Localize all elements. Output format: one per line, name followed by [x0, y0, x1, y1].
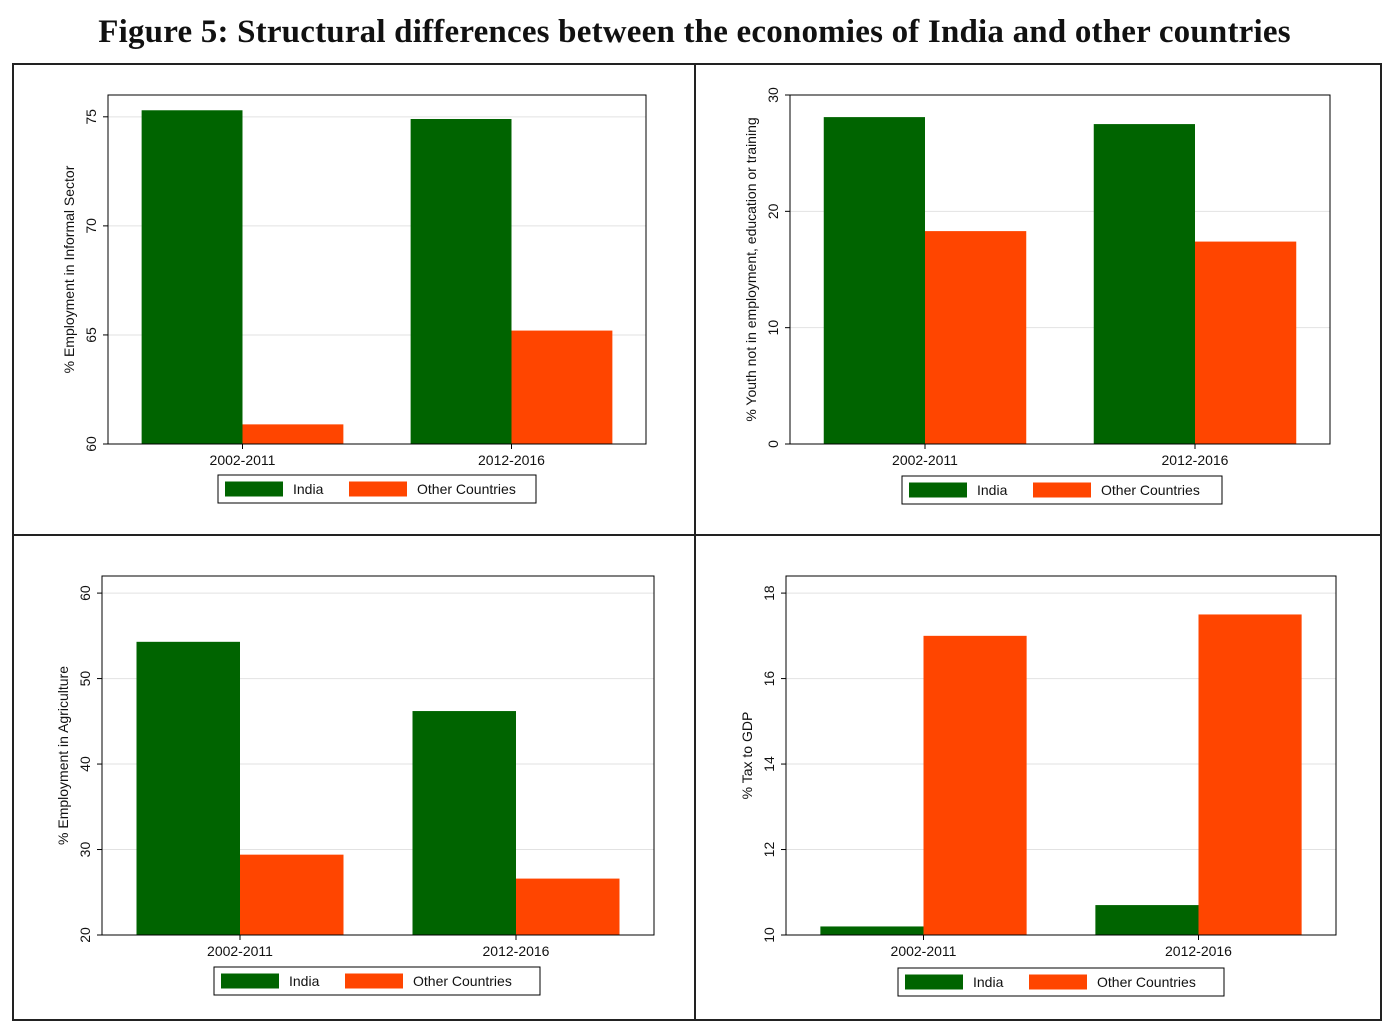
y-tick-label: 14: [761, 756, 777, 772]
bar-other-countries-2002-2011: [240, 854, 344, 935]
legend-swatch-india: [221, 973, 279, 989]
chart-panel-tax-to-gdp: 2002-2011 2012-2016 10 12 14 16 18 % Tax to GDP…: [694, 534, 1382, 1021]
legend-swatch-other-countries: [1029, 974, 1087, 990]
bar-other-countries-2002-2011: [923, 635, 1027, 935]
y-axis-label: % Employment in Agriculture: [55, 666, 71, 845]
y-tick-label: 0: [765, 440, 781, 448]
chart-panel-informal-sector: 2002-2011 2012-2016 60 65 70 75 % Employment i…: [12, 63, 696, 536]
x-tick-label-2002-2011: 2002-2011: [210, 452, 276, 468]
y-tick-label: 20: [77, 927, 93, 943]
legend-swatch-india: [905, 974, 963, 990]
bar-other-countries-2012-2016: [511, 330, 613, 444]
legend-label-other-countries: Other Countries: [417, 481, 516, 497]
y-tick-label: 30: [77, 842, 93, 858]
plot-frame: [785, 575, 1337, 936]
bar-india-2012-2016: [410, 118, 512, 445]
legend-swatch-other-countries: [1033, 482, 1091, 498]
legend-swatch-other-countries: [349, 481, 407, 497]
bar-india-2002-2011: [136, 641, 240, 935]
chart-svg: 2002-2011 2012-2016 60 65 70 75 % Employment i…: [61, 94, 647, 504]
y-tick-label: 60: [77, 585, 93, 601]
legend-label-india: India: [289, 973, 320, 989]
y-tick-label: 70: [83, 218, 99, 234]
plot-frame: [107, 94, 647, 445]
bar-other-countries-2002-2011: [925, 231, 1027, 444]
legend-label-other-countries: Other Countries: [1101, 482, 1200, 498]
bar-other-countries-2012-2016: [1198, 614, 1302, 935]
chart-panel-agriculture: 2002-2011 2012-2016 20 30 40 50 60 % Employment…: [12, 534, 696, 1021]
y-axis-label: % Youth not in employment, education or …: [743, 117, 759, 421]
bar-india-2002-2011: [820, 926, 924, 935]
y-tick-label: 20: [765, 203, 781, 219]
y-tick-label: 60: [83, 436, 99, 452]
chart-svg: 2002-2011 2012-2016 0 10 20 30 % Youth not in …: [743, 87, 1331, 505]
bar-other-countries-2002-2011: [242, 424, 344, 444]
chart-svg: 2002-2011 2012-2016 20 30 40 50 60 % Employment…: [55, 575, 655, 996]
legend-label-india: India: [973, 974, 1004, 990]
y-tick-label: 40: [77, 756, 93, 772]
y-tick-label: 65: [83, 327, 99, 343]
y-tick-label: 50: [77, 671, 93, 687]
y-tick-label: 10: [765, 320, 781, 336]
bar-india-2002-2011: [141, 110, 243, 445]
y-tick-label: 16: [761, 671, 777, 687]
x-tick-label-2012-2016: 2012-2016: [478, 452, 545, 468]
chart-panel-youth-neet: 2002-2011 2012-2016 0 10 20 30 % Youth not in …: [694, 63, 1382, 536]
y-axis-label: % Employment in Informal Sector: [61, 165, 77, 373]
x-tick-label-2002-2011: 2002-2011: [892, 452, 958, 468]
bar-other-countries-2012-2016: [1195, 241, 1297, 444]
bar-india-2012-2016: [412, 711, 516, 935]
chart-svg: 2002-2011 2012-2016 10 12 14 16 18 % Tax to GDP…: [739, 575, 1337, 997]
plot-frame: [789, 94, 1331, 445]
legend-label-india: India: [293, 481, 324, 497]
legend-label-other-countries: Other Countries: [413, 973, 512, 989]
legend-label-other-countries: Other Countries: [1097, 974, 1196, 990]
y-axis-label: % Tax to GDP: [739, 712, 755, 800]
y-tick-label: 12: [761, 842, 777, 858]
y-tick-label: 18: [761, 585, 777, 601]
y-tick-label: 75: [83, 109, 99, 125]
plot-frame: [101, 575, 655, 936]
bar-other-countries-2012-2016: [516, 878, 620, 935]
legend-swatch-other-countries: [345, 973, 403, 989]
y-tick-label: 30: [765, 87, 781, 103]
legend-swatch-india: [909, 482, 967, 498]
x-tick-label-2012-2016: 2012-2016: [483, 943, 550, 959]
x-tick-label-2002-2011: 2002-2011: [207, 943, 273, 959]
bar-india-2002-2011: [823, 117, 925, 444]
legend-label-india: India: [977, 482, 1008, 498]
bar-india-2012-2016: [1095, 905, 1199, 935]
x-tick-label-2002-2011: 2002-2011: [891, 943, 957, 959]
x-tick-label-2012-2016: 2012-2016: [1162, 452, 1229, 468]
x-tick-label-2012-2016: 2012-2016: [1165, 943, 1232, 959]
legend-swatch-india: [225, 481, 283, 497]
figure-title: Figure 5: Structural differences between…: [98, 14, 1291, 50]
bar-india-2012-2016: [1093, 124, 1195, 445]
y-tick-label: 10: [761, 927, 777, 943]
